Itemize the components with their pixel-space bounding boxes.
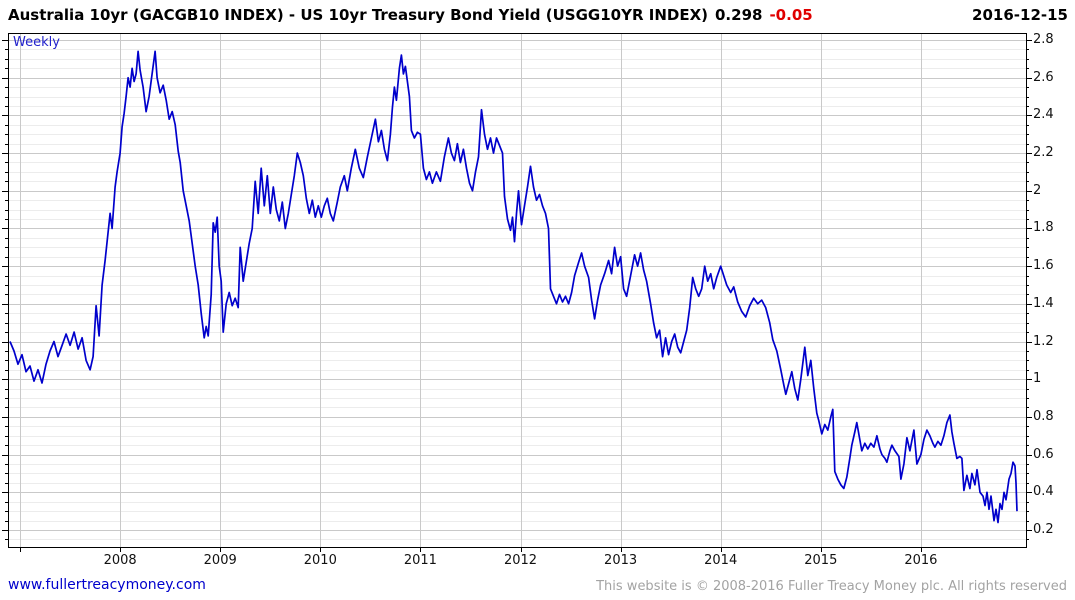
y-axis-label: 2.6 [1033,69,1054,85]
y-axis-label: 0.6 [1033,446,1054,462]
y-axis-label: 2.8 [1033,32,1054,47]
x-axis-label: 2012 [503,553,538,568]
frequency-label: Weekly [13,35,60,50]
y-axis-label: 1.4 [1033,295,1054,311]
change-value: -0.05 [769,6,813,24]
plot-border [8,33,1027,548]
x-axis-label: 2008 [103,553,137,568]
y-axis-label: 1.8 [1033,220,1054,236]
chart-title-bar: Australia 10yr (GACGB10 INDEX) - US 10yr… [8,6,1068,24]
x-axis-label: 2015 [804,553,838,568]
x-axis-label: 2009 [203,553,237,568]
y-axis-label: 1.2 [1033,333,1054,349]
y-axis-label: 1 [1033,371,1042,387]
x-axis-label: 2013 [604,553,638,568]
chart-title: Australia 10yr (GACGB10 INDEX) - US 10yr… [8,6,708,24]
y-axis-label: 2.4 [1033,107,1054,123]
y-axis-label: 1.6 [1033,258,1054,274]
quote-date: 2016-12-15 [972,6,1068,24]
y-axis-label: 0.8 [1033,408,1054,424]
x-axis-label: 2014 [704,553,738,568]
x-axis-label: 2016 [904,553,938,568]
copyright-text: This website is © 2008-2016 Fuller Treac… [596,579,1067,594]
y-axis-label: 0.4 [1033,484,1054,500]
spread-line-series [9,50,1018,524]
y-axis-label: 0.2 [1033,522,1054,537]
x-axis-label: 2011 [403,553,437,568]
x-axis-label: 2010 [303,553,337,568]
last-value: 0.298 [715,6,763,24]
y-axis-label: 2 [1033,182,1042,198]
website-link[interactable]: www.fullertreacymoney.com [8,577,206,593]
y-axis-label: 2.2 [1033,145,1054,161]
